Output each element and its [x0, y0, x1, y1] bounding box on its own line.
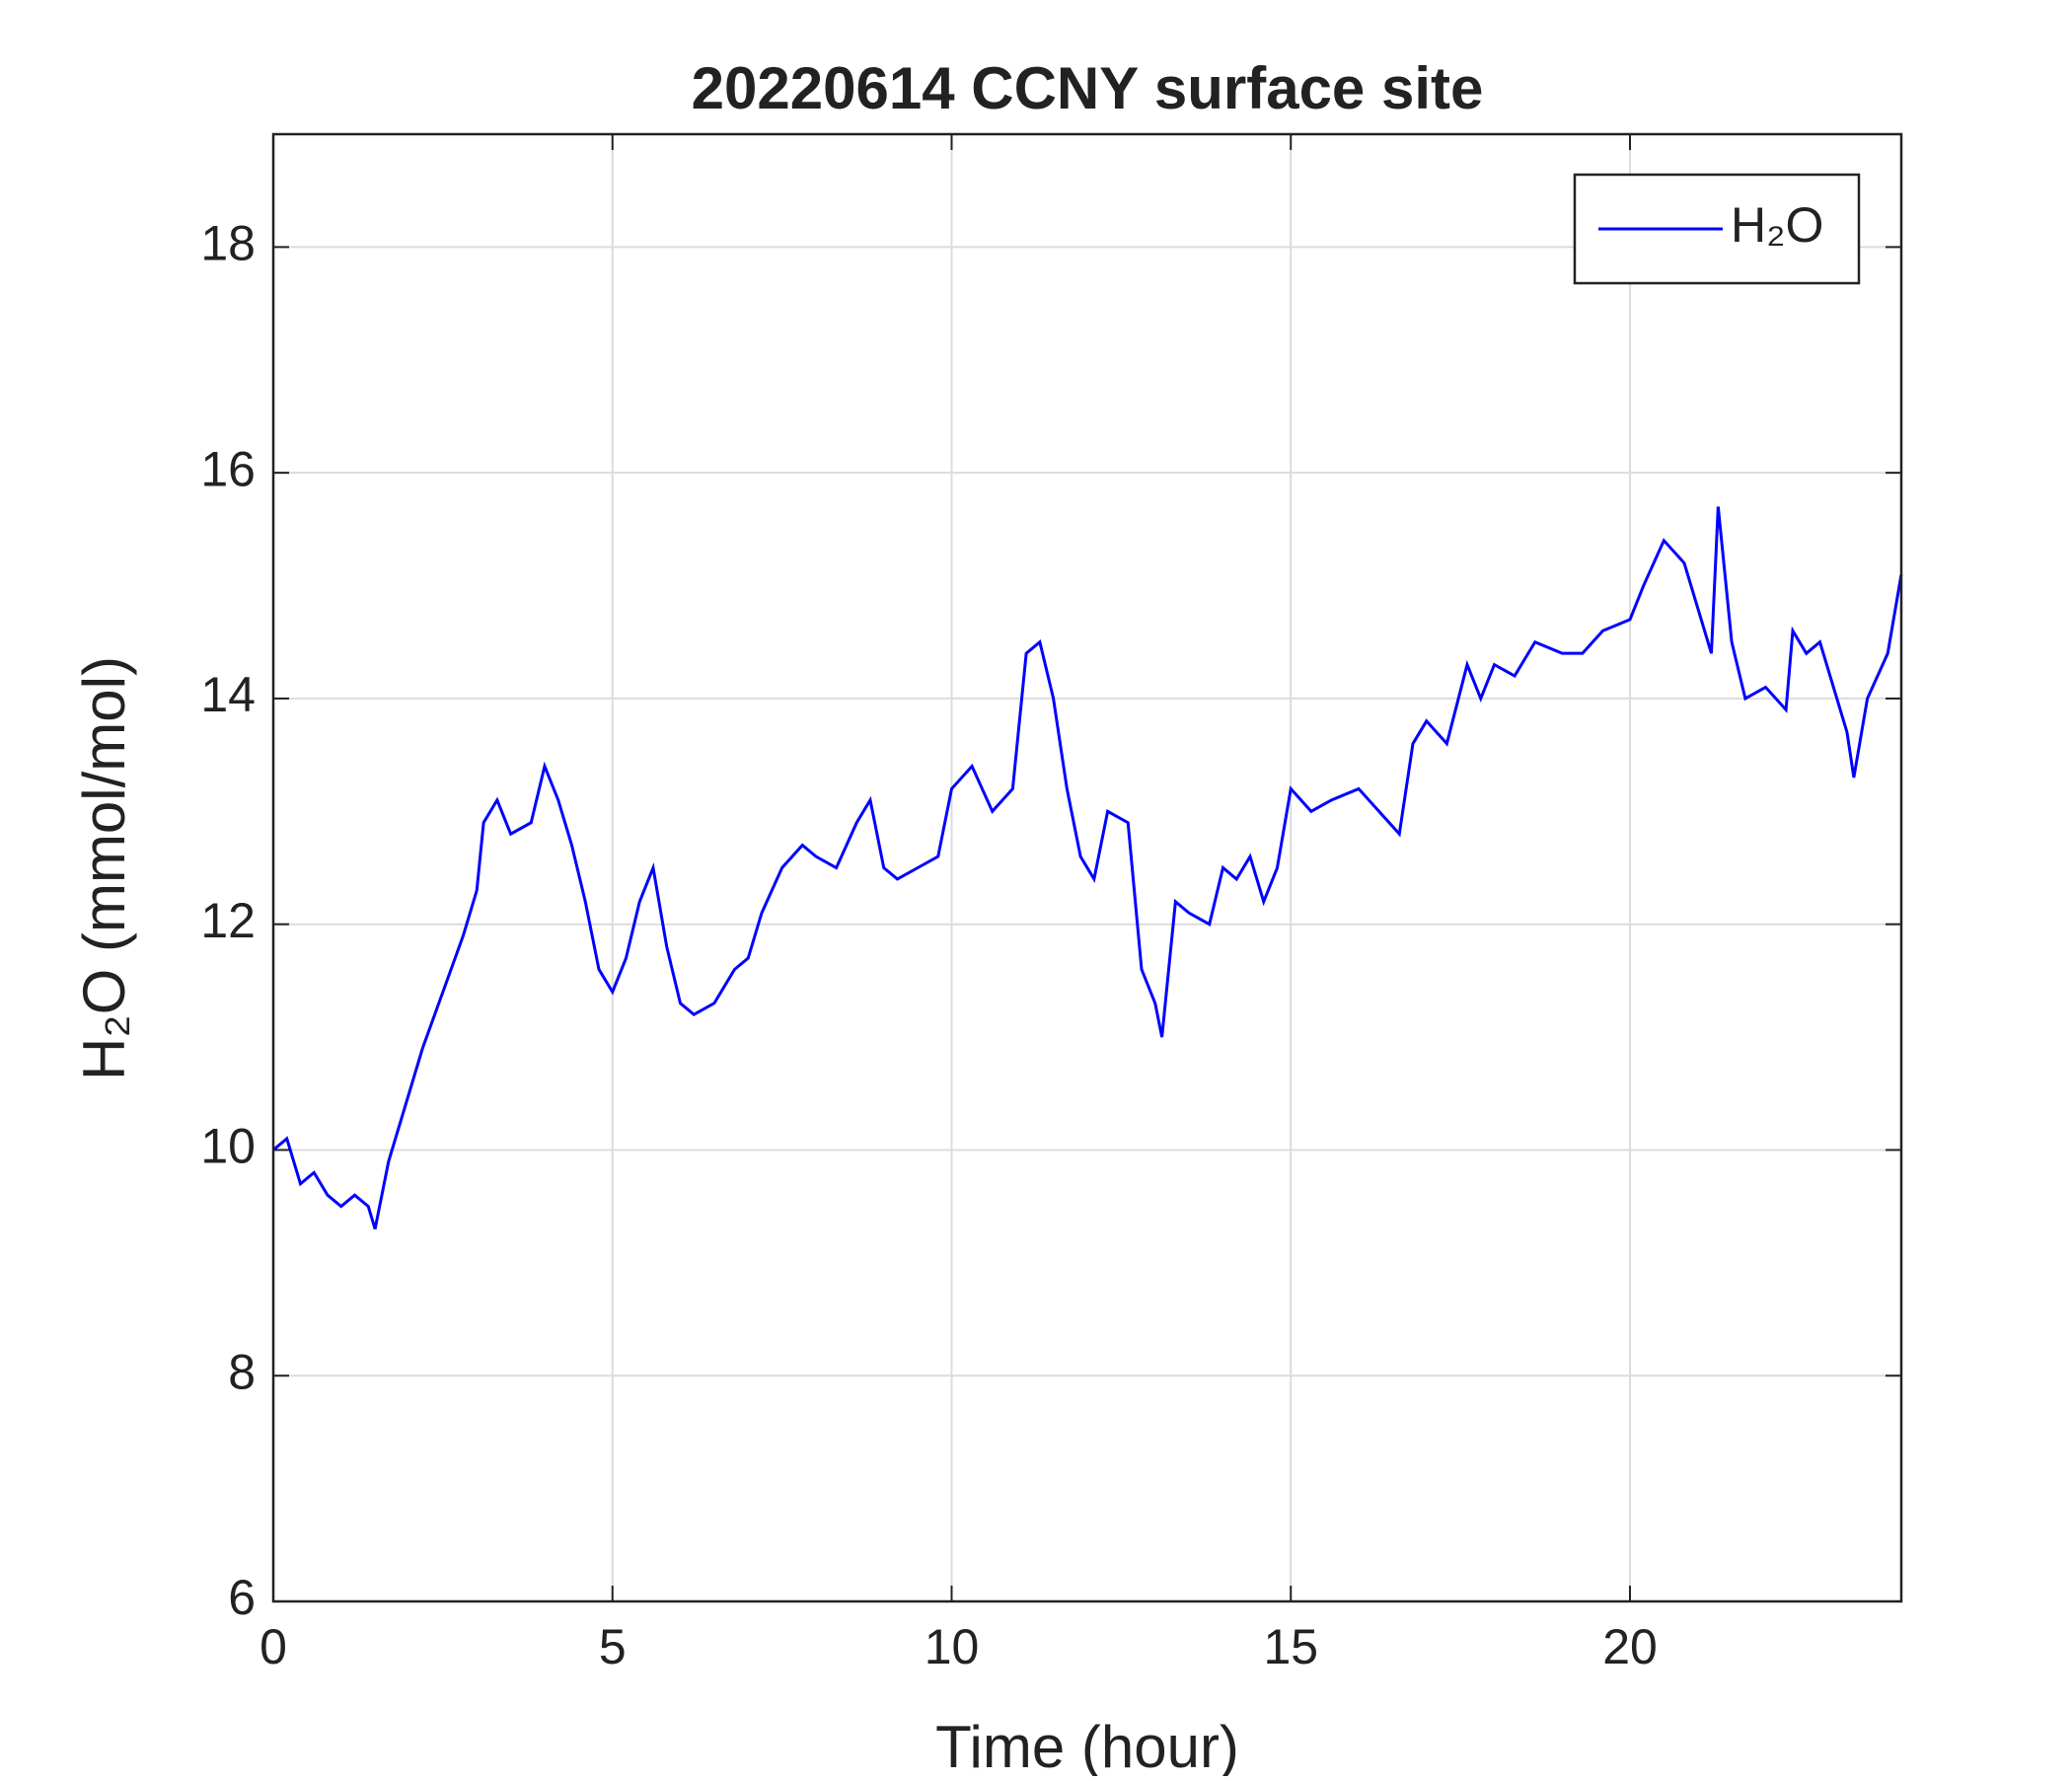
- legend-label: H₂O: [1731, 197, 1823, 253]
- y-tick-label: 16: [200, 441, 256, 496]
- x-axis-label: Time (hour): [935, 1714, 1239, 1776]
- y-tick-label: 18: [200, 216, 256, 271]
- x-tick-label: 5: [599, 1619, 627, 1674]
- y-tick-label: 10: [200, 1119, 256, 1174]
- x-tick-label: 15: [1263, 1619, 1318, 1674]
- y-axis-label: H₂O (mmol/mol): [71, 656, 137, 1080]
- plot-frame: [271, 132, 1903, 1603]
- y-tick-label: 8: [228, 1344, 256, 1399]
- data-line: [272, 506, 1903, 1229]
- x-tick-label: 0: [259, 1619, 287, 1674]
- x-tick-label: 20: [1602, 1619, 1658, 1674]
- y-tick-label: 14: [200, 667, 256, 722]
- y-tick-label: 6: [228, 1570, 256, 1625]
- y-tick-label: 12: [200, 893, 256, 948]
- chart-title: 20220614 CCNY surface site: [692, 55, 1484, 121]
- x-tick-label: 10: [925, 1619, 980, 1674]
